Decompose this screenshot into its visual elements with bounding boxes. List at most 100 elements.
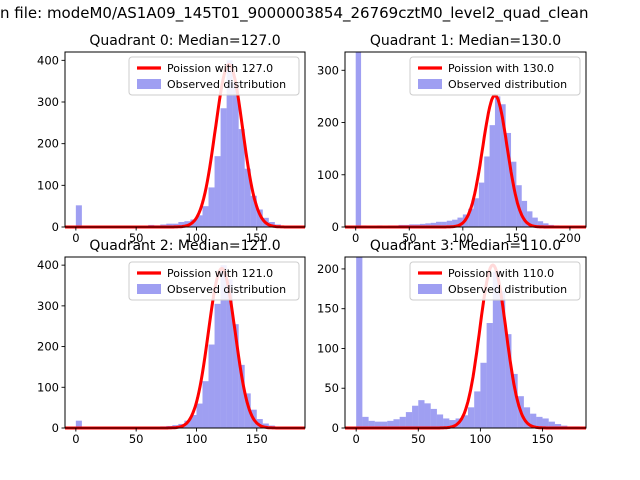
legend-label-observed: Observed distribution: [448, 283, 567, 296]
subplot-title: Quadrant 3: Median=110.0: [370, 238, 561, 254]
axes-frame: [64, 51, 306, 228]
y-tick-label: 200: [37, 137, 59, 151]
histogram-bar: [166, 223, 173, 227]
histogram-bar: [75, 420, 82, 428]
figure-title: n file: modeM0/AS1A09_145T01_9000003854_…: [0, 4, 589, 22]
histogram-bar: [208, 344, 215, 428]
histogram-bar: [443, 418, 450, 428]
histogram-bar: [374, 421, 382, 428]
histogram-bar: [492, 272, 500, 428]
y-tick-label: 100: [317, 168, 339, 182]
histogram-bar: [355, 52, 362, 227]
histogram-bar: [418, 400, 425, 428]
histogram-bar: [405, 412, 413, 428]
histogram-bar: [527, 211, 533, 227]
histogram-bar: [430, 408, 437, 428]
histogram-bar: [486, 323, 493, 428]
legend: Poission with 130.0 Observed distribution: [409, 56, 581, 96]
y-tick-label: 200: [317, 262, 339, 276]
y-tick-label: 300: [37, 95, 59, 109]
legend-box: [128, 56, 300, 96]
histogram-bar: [532, 217, 538, 227]
histogram-bar: [499, 291, 506, 428]
histogram-bar: [250, 195, 257, 227]
histogram-bar: [238, 129, 245, 227]
legend-hist-sample: [137, 79, 161, 89]
histogram-bar: [489, 125, 495, 227]
legend: Poission with 121.0 Observed distribution: [128, 261, 300, 301]
x-tick-label: 150: [505, 231, 527, 245]
legend-box: [128, 261, 300, 301]
y-tick-label: 50: [324, 381, 339, 395]
x-tick-label: 100: [452, 231, 474, 245]
histogram-bar: [505, 132, 512, 227]
histogram-bar: [467, 407, 475, 428]
histogram-bar: [75, 205, 82, 227]
y-tick-label: 200: [317, 116, 339, 130]
y-tick-label: 100: [37, 178, 59, 192]
histogram-bar: [424, 403, 431, 428]
histogram-bar: [196, 403, 203, 428]
histogram-bar: [521, 200, 528, 227]
axes-frame: [344, 256, 587, 429]
quadrant-0-subplot: 0 50 100 150 0 100 200 300 400 Quadrant 0: Median…: [37, 33, 306, 245]
ticks: [61, 59, 258, 231]
y-tick-label: 400: [37, 258, 59, 272]
histogram-bar: [436, 414, 444, 428]
x-tick-label: 200: [559, 231, 581, 245]
x-tick-label: 150: [246, 432, 268, 446]
legend-label-poisson: Poission with 121.0: [167, 267, 273, 280]
legend-box: [409, 56, 581, 96]
histogram-bar: [214, 303, 221, 428]
quadrant-2-subplot: 0 50 100 150 0 100 200 300 400 Quadrant 2: Median…: [37, 238, 306, 446]
histogram-bar: [190, 414, 197, 428]
y-tick-label: 0: [52, 220, 59, 234]
ticks: [61, 264, 258, 432]
histogram-bar: [196, 215, 203, 227]
histogram-bar: [468, 208, 474, 227]
histogram-bar: [368, 420, 375, 428]
histogram-bar: [500, 104, 506, 227]
histogram-bar: [356, 257, 363, 428]
histogram-bar: [484, 156, 490, 227]
histogram-bar: [473, 198, 479, 227]
x-tick-label: 100: [469, 432, 491, 446]
histogram-bar: [262, 423, 269, 428]
histogram-bar: [399, 416, 406, 428]
histogram-bar: [511, 161, 517, 227]
y-tick-label: 100: [37, 380, 59, 394]
histogram-bar: [238, 364, 245, 428]
histogram-bar: [232, 324, 239, 428]
legend-hist-sample: [418, 284, 442, 294]
histogram-bar: [214, 156, 221, 227]
legend: Poission with 127.0 Observed distribution: [128, 56, 300, 96]
y-tick-label: 0: [332, 421, 339, 435]
histogram-bar: [232, 83, 239, 227]
histogram-bar: [220, 108, 227, 227]
histogram-bar: [202, 206, 209, 227]
axes-frame: [344, 51, 587, 228]
y-tick-label: 100: [317, 341, 339, 355]
y-tick-label: 200: [37, 340, 59, 354]
histogram-bar: [543, 223, 549, 227]
legend-label-poisson: Poission with 130.0: [448, 62, 554, 75]
y-tick-label: 300: [317, 63, 339, 77]
tick-labels: 0 50 100 150 0 100 200 300 400: [37, 258, 268, 446]
histogram-bar: [536, 416, 543, 428]
histogram-bar: [436, 221, 442, 227]
x-tick-label: 0: [72, 231, 79, 245]
x-tick-label: 50: [129, 432, 144, 446]
histogram-bar: [530, 413, 537, 428]
ticks: [341, 268, 543, 432]
histogram-bar: [548, 421, 555, 428]
legend-label-observed: Observed distribution: [167, 283, 286, 296]
histogram-bar: [381, 421, 388, 428]
histogram-bar: [478, 182, 485, 227]
histogram-bar: [542, 418, 549, 428]
x-tick-label: 50: [411, 432, 426, 446]
y-tick-label: 0: [52, 421, 59, 435]
y-tick-label: 150: [317, 302, 339, 316]
x-tick-label: 0: [353, 432, 360, 446]
x-tick-label: 100: [185, 432, 207, 446]
